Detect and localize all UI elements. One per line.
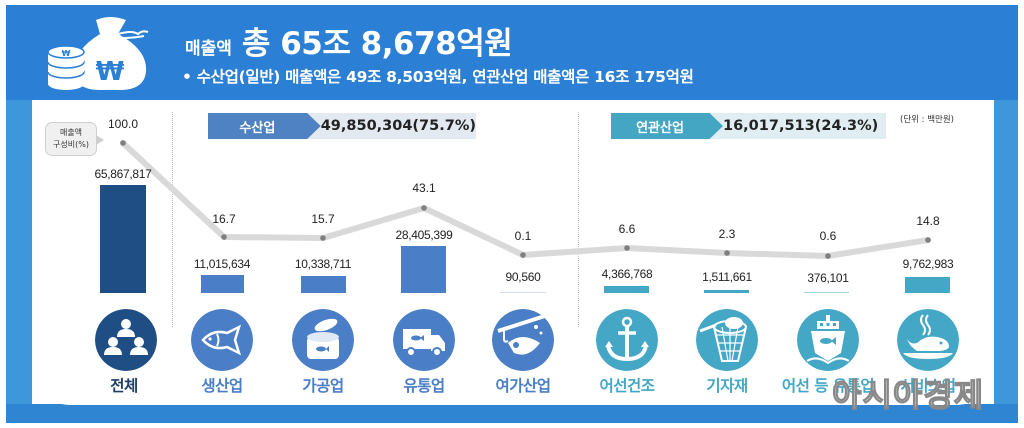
food-dish-icon (897, 309, 959, 371)
value-label: 90,560 (505, 270, 541, 284)
fishing-hook-icon (492, 309, 554, 371)
share-label: 0.1 (514, 229, 532, 243)
value-label: 10,338,711 (294, 257, 352, 271)
category-label-total: 전체 (110, 377, 138, 395)
share-label: 6.6 (618, 222, 636, 236)
value-label: 11,015,634 (193, 257, 251, 271)
value-label: 4,366,768 (601, 267, 653, 281)
bottom-border (6, 404, 1018, 423)
fish-icon (191, 309, 253, 371)
left-border (6, 100, 32, 412)
share-label: 43.1 (412, 181, 436, 195)
category-label: 생산업 (201, 377, 243, 395)
category-label: 기자재 (706, 377, 748, 395)
value-label: 9,762,983 (902, 257, 954, 271)
anchor-icon (596, 309, 658, 371)
svg-text:₩: ₩ (62, 49, 71, 58)
share-label: 14.8 (916, 214, 940, 228)
canned-fish-icon (292, 309, 354, 371)
category-label: 어선 등 유통업 (781, 377, 875, 395)
unit-note: (단위 : 백만원) (900, 115, 955, 125)
value-label: 28,405,399 (395, 228, 453, 242)
group-banner-related: 연관산업 16,017,513(24.3%) (611, 113, 886, 139)
bubble-line: 매출액 (59, 128, 83, 137)
subtitle: • 수산업(일반) 매출액은 49조 8,503억원, 연관산업 매출액은 16… (182, 68, 694, 86)
bar (905, 277, 950, 293)
value-label: 65,867,817 (94, 167, 152, 181)
fishing-net-icon (696, 309, 758, 371)
money-bag-won-icon: ₩ ₩ (47, 17, 149, 90)
value-label: 1,511,661 (702, 270, 752, 284)
delivery-truck-icon (393, 309, 455, 371)
watermark: 아시아경제 (831, 375, 985, 414)
category-label: 서비스업 (900, 377, 956, 395)
people-group-icon (95, 309, 157, 371)
category-label: 여가산업 (495, 377, 551, 395)
ship-icon (797, 309, 859, 371)
group-value: 16,017,513(24.3%) (709, 113, 886, 139)
right-border (994, 100, 1018, 412)
bar (604, 286, 649, 293)
title-total: 총 65조 8,678억원 (241, 26, 513, 62)
group-banner-fisheries: 수산업 49,850,304(75.7%) (208, 113, 476, 139)
group-label: 수산업 (208, 113, 321, 139)
bar (301, 276, 346, 293)
title-prefix: 매출액 (185, 39, 232, 59)
category-label: 어선건조 (599, 377, 655, 395)
bubble-line: 구성비(%) (53, 140, 89, 149)
share-label: 16.7 (212, 212, 236, 226)
svg-text:₩: ₩ (96, 57, 125, 87)
divider (578, 112, 579, 327)
category-label: 유통업 (403, 377, 445, 395)
bar (500, 292, 546, 293)
bar (401, 246, 446, 293)
group-value: 49,850,304(75.7%) (306, 113, 476, 139)
share-label: 2.3 (718, 227, 736, 241)
bar (704, 290, 749, 293)
legend-bubble: 매출액 구성비(%) (45, 122, 104, 156)
value-label: 376,101 (807, 271, 849, 285)
bar (804, 292, 849, 293)
header-band (6, 5, 1018, 101)
share-label: 100.0 (107, 117, 139, 131)
share-label: 0.6 (819, 229, 837, 243)
bar (201, 275, 244, 293)
category-label: 가공업 (302, 377, 344, 395)
share-label: 15.7 (311, 212, 335, 226)
divider (172, 112, 173, 327)
page-title: 매출액 총 65조 8,678억원 (185, 18, 513, 63)
group-label: 연관산업 (611, 113, 723, 139)
bar-total (100, 185, 146, 293)
